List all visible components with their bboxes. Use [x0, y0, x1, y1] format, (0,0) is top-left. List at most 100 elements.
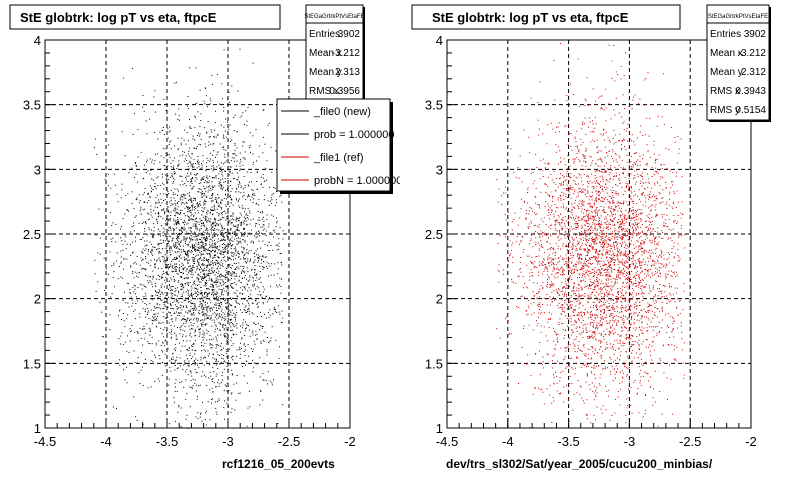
- scatter-point: [163, 157, 165, 159]
- scatter-point: [122, 243, 124, 245]
- scatter-point: [200, 322, 202, 324]
- scatter-point: [199, 239, 201, 240]
- scatter-point: [112, 406, 114, 408]
- scatter-point: [233, 224, 234, 226]
- scatter-point: [135, 162, 137, 163]
- scatter-point: [157, 274, 159, 276]
- scatter-point: [249, 276, 251, 278]
- scatter-point: [247, 290, 249, 292]
- scatter-point: [159, 230, 161, 232]
- scatter-point: [180, 226, 182, 228]
- scatter-point: [627, 267, 629, 269]
- scatter-point: [181, 305, 183, 307]
- scatter-point: [167, 268, 169, 270]
- scatter-point: [278, 248, 280, 250]
- scatter-point: [111, 224, 113, 226]
- scatter-point: [220, 124, 222, 126]
- scatter-point: [620, 215, 622, 216]
- scatter-point: [163, 200, 164, 201]
- scatter-point: [148, 318, 150, 320]
- scatter-point: [621, 239, 623, 241]
- scatter-point: [267, 245, 269, 247]
- scatter-point: [204, 267, 206, 269]
- scatter-point: [215, 156, 216, 158]
- scatter-point: [209, 234, 211, 236]
- scatter-point: [562, 194, 564, 196]
- scatter-point: [136, 331, 138, 332]
- scatter-point: [180, 254, 182, 256]
- scatter-point: [115, 223, 117, 225]
- scatter-point: [178, 405, 180, 407]
- scatter-point: [224, 232, 226, 234]
- scatter-point: [588, 238, 590, 240]
- scatter-point: [149, 118, 151, 120]
- scatter-point: [565, 258, 567, 260]
- scatter-point: [150, 259, 152, 261]
- scatter-point: [178, 342, 180, 344]
- scatter-point: [222, 238, 224, 240]
- scatter-point: [152, 237, 154, 239]
- scatter-point: [269, 250, 271, 251]
- scatter-point: [570, 254, 572, 256]
- scatter-point: [260, 325, 262, 327]
- scatter-point: [610, 254, 612, 256]
- scatter-point: [582, 336, 584, 338]
- scatter-point: [160, 299, 162, 301]
- scatter-point: [175, 263, 177, 265]
- scatter-point: [212, 223, 214, 225]
- scatter-point: [158, 212, 160, 214]
- scatter-point: [179, 365, 181, 367]
- scatter-point: [148, 342, 150, 344]
- scatter-point: [212, 264, 214, 266]
- scatter-point: [593, 127, 595, 129]
- scatter-point: [649, 344, 651, 346]
- scatter-point: [197, 260, 198, 262]
- scatter-point: [201, 325, 203, 327]
- scatter-point: [203, 349, 205, 351]
- scatter-point: [171, 331, 172, 333]
- scatter-point: [139, 383, 141, 384]
- scatter-point: [199, 293, 201, 295]
- scatter-point: [188, 250, 190, 252]
- scatter-point: [217, 260, 219, 262]
- scatter-point: [258, 301, 260, 303]
- scatter-point: [630, 309, 632, 311]
- scatter-point: [211, 246, 213, 248]
- scatter-point: [173, 218, 175, 220]
- scatter-point: [626, 407, 628, 409]
- scatter-point: [231, 337, 233, 339]
- scatter-point: [266, 383, 268, 385]
- scatter-point: [245, 311, 247, 313]
- scatter-point: [597, 159, 599, 161]
- scatter-point: [245, 217, 247, 219]
- scatter-point: [153, 210, 155, 211]
- scatter-point: [566, 308, 568, 310]
- scatter-point: [188, 210, 190, 212]
- scatter-point: [166, 229, 168, 231]
- scatter-point: [652, 228, 654, 230]
- scatter-point: [282, 230, 284, 232]
- scatter-point: [231, 272, 233, 274]
- scatter-point: [144, 228, 145, 230]
- scatter-point: [202, 301, 204, 303]
- scatter-point: [205, 146, 207, 148]
- scatter-point: [215, 293, 217, 295]
- scatter-point: [197, 210, 199, 211]
- scatter-point: [163, 257, 165, 259]
- scatter-point: [204, 215, 206, 217]
- scatter-point: [546, 353, 548, 355]
- scatter-point: [186, 320, 188, 322]
- scatter-point: [221, 240, 223, 241]
- scatter-point: [227, 191, 229, 193]
- scatter-point: [162, 235, 164, 236]
- scatter-point: [236, 266, 237, 268]
- scatter-point: [217, 278, 219, 280]
- scatter-point: [195, 217, 197, 219]
- scatter-point: [191, 303, 193, 304]
- scatter-point: [199, 304, 201, 306]
- scatter-point: [164, 263, 166, 265]
- scatter-point: [164, 279, 166, 281]
- scatter-point: [169, 217, 171, 219]
- scatter-point: [256, 338, 258, 340]
- scatter-point: [215, 175, 217, 177]
